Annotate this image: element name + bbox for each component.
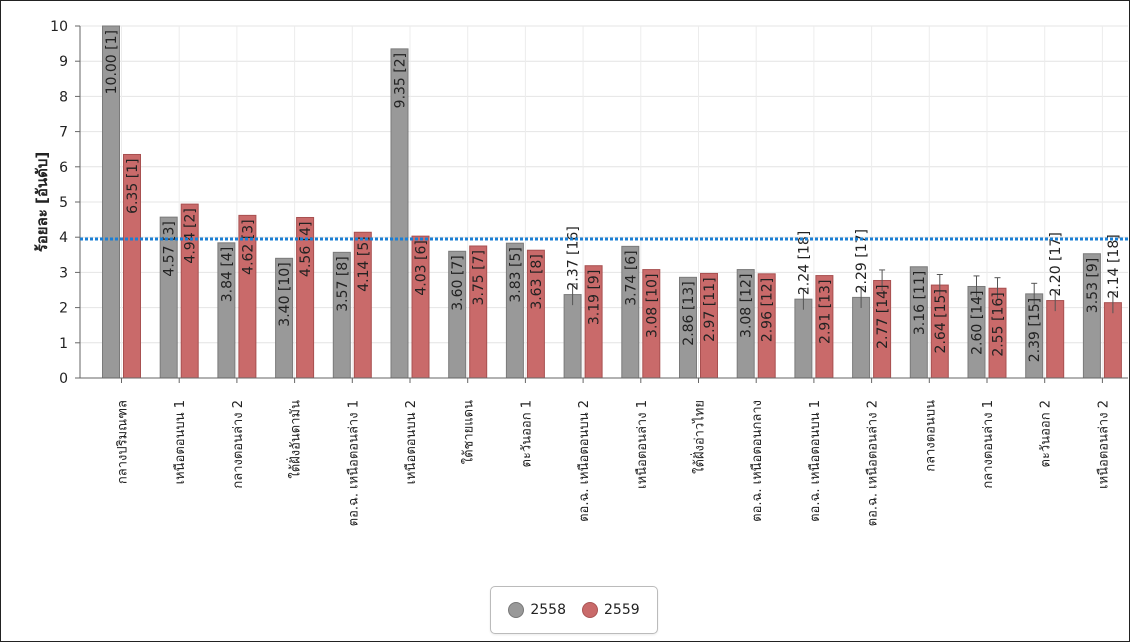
x-tick-label: ตะวันออก 2: [1039, 400, 1054, 468]
data-label: 2.20 [17]: [1048, 232, 1064, 296]
legend-swatch-2558: [508, 602, 525, 618]
series-2558: 10.00 [1] 4.57 [3] 3.84 [4] 3.40 [10] 3.57 […: [102, 25, 1101, 379]
data-label: 4.62 [3]: [240, 219, 256, 274]
data-label: 2.29 [17]: [854, 229, 870, 293]
data-label: 4.14 [5]: [356, 236, 372, 291]
y-tick-label: 8: [59, 89, 68, 105]
data-label: 2.91 [13]: [817, 280, 833, 344]
legend-item-2558[interactable]: 2558: [508, 602, 566, 618]
data-label: 2.96 [12]: [760, 278, 776, 342]
x-tick-label: ตอ.ฉ. เหนือตอนล่าง 2: [865, 400, 881, 526]
legend-label-2559: 2559: [604, 602, 640, 618]
data-label: 3.63 [8]: [529, 254, 545, 309]
x-tick-label: ตะวันออก 1: [519, 400, 534, 468]
y-tick-label: 7: [59, 125, 68, 141]
data-label: 3.83 [5]: [508, 247, 524, 302]
x-tick-label: ใต้ฝั่งอ่าวไทย: [691, 400, 708, 474]
x-tick-label: ตอ.ฉ. เหนือตอนบน 2: [576, 400, 592, 522]
data-label: 3.53 [9]: [1085, 258, 1101, 313]
x-tick-label: ใต้ฝั่งอันดามัน: [287, 400, 304, 479]
data-label: 3.16 [11]: [912, 271, 928, 335]
legend[interactable]: 2558 2559: [490, 586, 658, 634]
y-tick-label: 0: [59, 371, 68, 387]
data-label: 3.19 [9]: [587, 270, 603, 325]
x-tick-label: กลางตอนล่าง 2: [231, 400, 246, 489]
data-label: 4.94 [2]: [183, 208, 199, 263]
data-label: 2.37 [16]: [566, 226, 582, 290]
data-label: 2.39 [15]: [1027, 298, 1043, 362]
y-tick-label: 1: [59, 336, 68, 352]
data-label: 4.56 [4]: [298, 221, 314, 276]
data-label: 2.24 [18]: [796, 231, 812, 295]
data-label: 2.60 [14]: [970, 290, 986, 354]
bar-2559-17[interactable]: [1103, 302, 1122, 379]
x-tick-label: เหนือตอนล่าง 2: [1095, 400, 1111, 489]
data-label: 3.40 [10]: [277, 262, 293, 326]
data-label: 4.57 [3]: [162, 221, 178, 276]
y-tick-label: 5: [59, 195, 68, 211]
x-tick-label: กลางปริมณฑล: [116, 400, 131, 484]
data-label: 2.64 [15]: [933, 289, 949, 353]
bar-2558-12[interactable]: [794, 298, 813, 379]
y-tick-label: 3: [59, 265, 68, 281]
data-label: 6.35 [1]: [125, 158, 141, 213]
data-label: 2.97 [11]: [702, 277, 718, 341]
y-tick-label: 9: [59, 54, 68, 70]
legend-label-2558: 2558: [530, 602, 566, 618]
x-tick-label: ตอ.ฉ. เหนือตอนกลาง: [749, 400, 765, 522]
y-tick-label: 10: [50, 19, 68, 35]
data-label: 3.60 [7]: [450, 255, 466, 310]
x-tick-label: เหนือตอนล่าง 1: [634, 400, 650, 489]
legend-swatch-2559: [582, 602, 598, 618]
data-label: 2.14 [18]: [1106, 234, 1122, 298]
y-axis-title: ร้อยละ [อันดับ]: [33, 152, 51, 253]
data-label: 3.08 [12]: [739, 274, 755, 338]
data-label: 4.03 [6]: [414, 240, 430, 295]
bar-2558-8[interactable]: [563, 294, 582, 379]
y-tick-label: 6: [59, 160, 68, 176]
series-2559: 6.35 [1] 4.94 [2] 4.62 [3] 4.56 [4] 4.14 [5]…: [123, 153, 1122, 379]
data-label: 10.00 [1]: [104, 30, 120, 94]
y-tick-label: 4: [59, 230, 68, 246]
legend-item-2559[interactable]: 2559: [582, 602, 640, 618]
x-tick-label: ใต้ชายแดน: [461, 400, 477, 464]
data-label: 3.84 [4]: [219, 247, 235, 302]
data-label: 3.08 [10]: [644, 274, 660, 338]
data-label: 2.77 [14]: [875, 284, 891, 348]
data-label: 2.86 [13]: [681, 281, 697, 345]
data-label: 2.55 [16]: [991, 292, 1007, 356]
x-tick-label: ตอ.ฉ. เหนือตอนล่าง 1: [345, 400, 361, 526]
x-tick-label: เหนือตอนบน 1: [172, 400, 188, 484]
data-label: 9.35 [2]: [393, 53, 409, 108]
data-label: 3.57 [8]: [335, 256, 351, 311]
x-tick-label: กลางตอนบน: [923, 400, 938, 472]
bar-2559-16[interactable]: [1046, 300, 1065, 379]
data-label: 3.74 [6]: [623, 250, 639, 305]
x-tick-label: กลางตอนล่าง 1: [981, 400, 996, 489]
bar-2558-13[interactable]: [852, 296, 871, 379]
x-tick-label: ตอ.ฉ. เหนือตอนบน 1: [807, 400, 823, 522]
x-tick-label: เหนือตอนบน 2: [403, 400, 419, 484]
y-tick-label: 2: [59, 301, 68, 317]
data-label: 3.75 [7]: [471, 250, 487, 305]
